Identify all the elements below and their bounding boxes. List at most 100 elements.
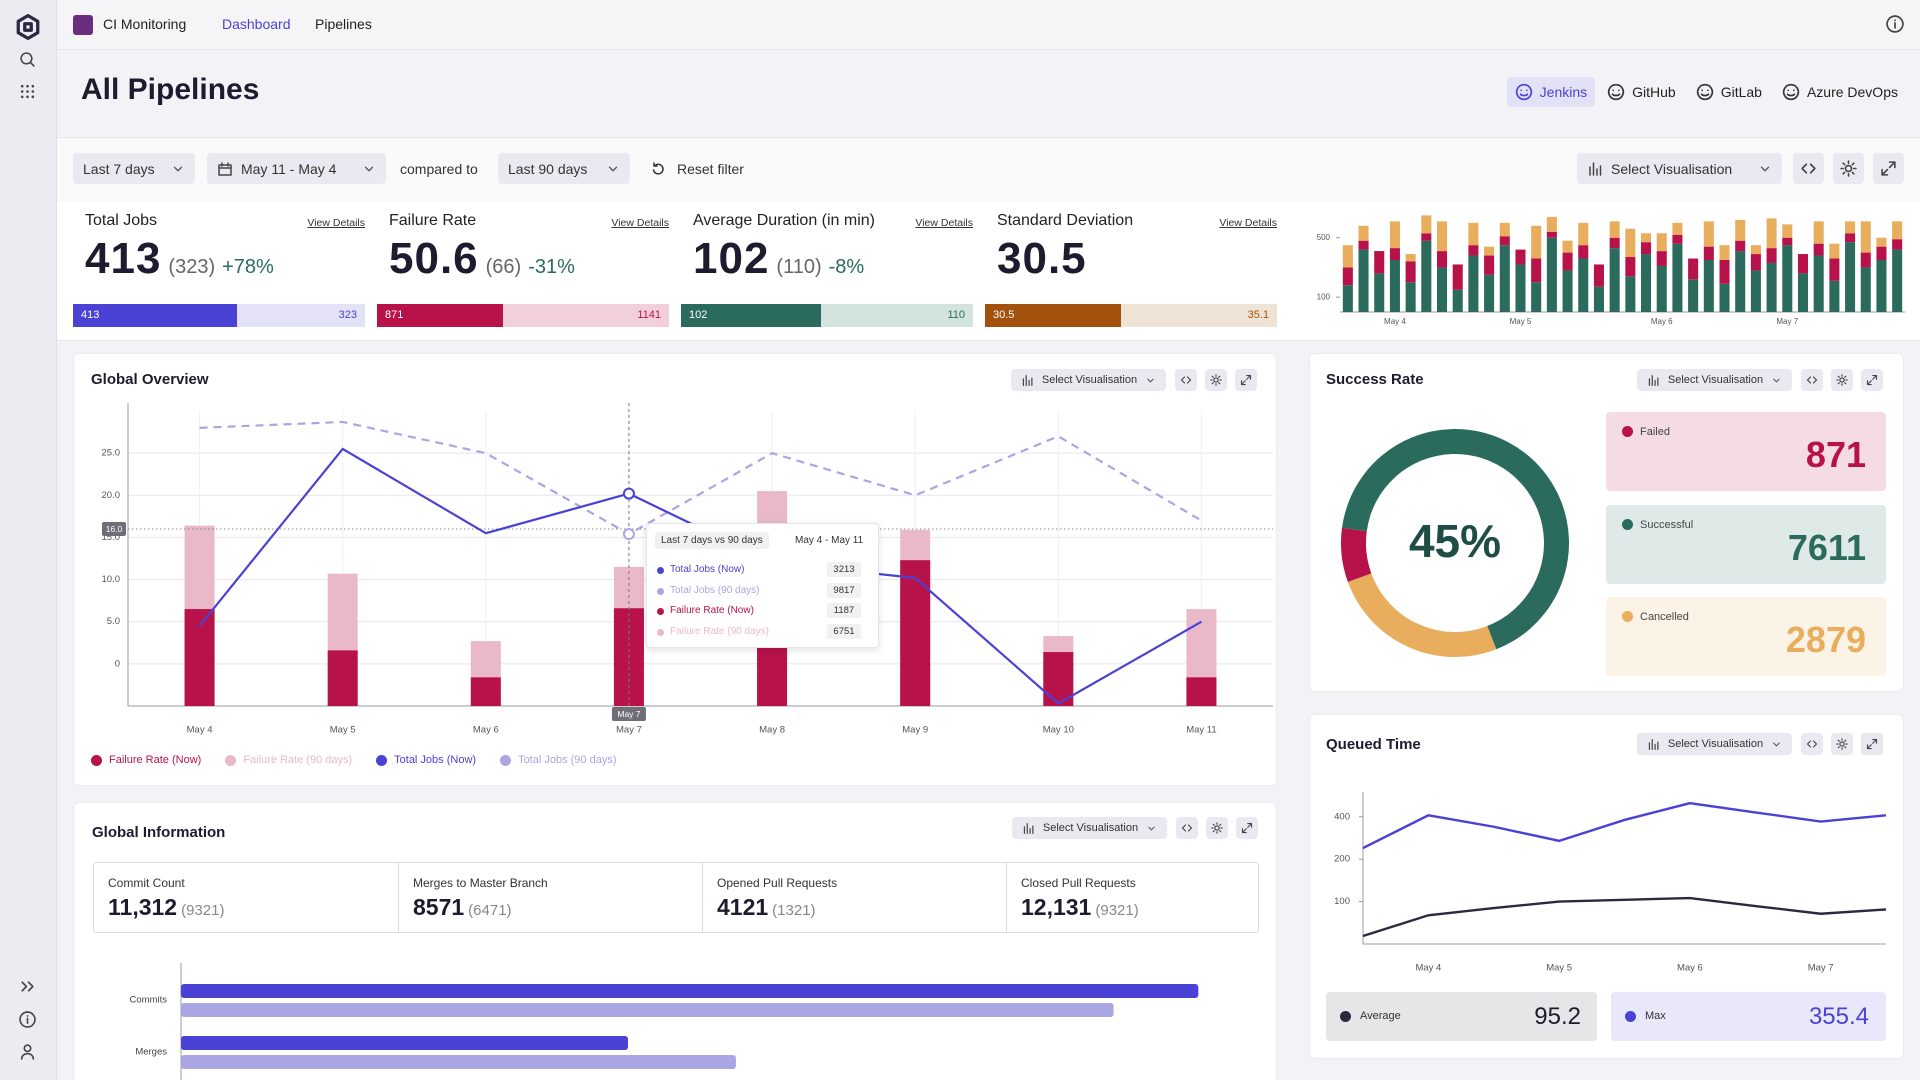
tooltip-name: Failure Rate (Now) [670,605,754,616]
kpi-link[interactable]: View Details [611,217,669,229]
bar-segment [1546,237,1557,312]
gear-button[interactable] [1831,733,1853,755]
bar-segment [1641,254,1652,312]
chevron-icon [364,166,374,171]
legend-value: 2879 [1785,619,1866,660]
visualisation-select[interactable]: Select Visualisation [1577,153,1782,184]
source-tab[interactable]: Jenkins [1506,77,1596,107]
bar-segment [1531,225,1542,259]
legend-label: Max [1645,1010,1666,1022]
bar [900,560,931,706]
icon-shape [1589,161,1602,176]
compare-select[interactable]: Last 90 days [498,153,630,184]
crosshair-x-label: May 7 [617,709,640,719]
code-button[interactable] [1801,369,1823,391]
stat-row: 4121 (1321) [717,894,816,921]
legend-item: Failure Rate (Now) [91,754,201,766]
x-tick-label: May 9 [902,725,928,736]
bar-segment [1515,249,1526,265]
kpi-link[interactable]: View Details [307,217,365,229]
icon-shape [1023,822,1034,834]
legend-swatch [1622,426,1633,437]
stat-previous: (6471) [468,902,512,919]
kpi-change: -31% [528,256,575,278]
panel: Global Information Select Visualisation Co… [73,802,1277,1080]
icon-shape [1607,83,1625,101]
gear-button[interactable] [1833,153,1864,184]
bar-segment [1703,260,1714,312]
info-icon [19,1011,36,1028]
legend-label: Failed [1640,426,1670,438]
bar-segment [1405,254,1416,262]
src-icon [1696,83,1713,101]
gear-button[interactable] [1831,369,1853,391]
bar-segment [1719,245,1730,260]
tooltip-name: Total Jobs (Now) [670,564,745,575]
gear-icon [1836,738,1848,750]
icon-shape [19,1011,36,1028]
source-tab[interactable]: GitHub [1599,77,1684,107]
bar-segment [1829,280,1840,312]
stat-cell: Merges to Master Branch 8571 (6471) [398,863,702,932]
user-icon [20,1044,35,1060]
expand-button[interactable] [1236,817,1258,839]
bar-segment [1562,240,1573,253]
kpi-link[interactable]: View Details [1219,217,1277,229]
expand-button[interactable] [1873,153,1904,184]
dropdown-label: Last 90 days [508,160,588,177]
code-button[interactable] [1793,153,1824,184]
bar-segment [1515,264,1526,312]
legend: Failure Rate (Now) Failure Rate (90 days)… [91,754,617,766]
visualisation-select[interactable]: Select Visualisation [1011,369,1166,391]
expand-button[interactable] [1861,369,1883,391]
app-name: CI Monitoring [103,16,187,32]
code-icon [1180,376,1192,384]
x-tick-label: May 7 [1808,963,1834,974]
date-select[interactable]: May 11 - May 4 [207,153,386,184]
stat-label: Opened Pull Requests [717,876,838,890]
source-tab[interactable]: Azure DevOps [1774,77,1906,107]
code-button[interactable] [1176,817,1198,839]
bar-segment [1421,240,1432,312]
icon-shape [1648,374,1659,386]
bar-segment [1578,245,1589,259]
icon-shape [21,981,34,992]
bar-segment [1405,261,1416,283]
bar-segment [1656,265,1667,312]
bar-segment [1578,258,1589,312]
icon-shape [20,84,35,99]
range-select[interactable]: Last 7 days [73,153,195,184]
source-tab[interactable]: GitLab [1688,77,1770,107]
panel-title: Global Information [92,824,226,841]
expand-icon [1866,738,1878,750]
code-button[interactable] [1175,369,1197,391]
kpi-link[interactable]: View Details [915,217,973,229]
visualisation-select[interactable]: Select Visualisation [1637,369,1792,391]
hover-marker [622,487,635,500]
visualisation-select[interactable]: Select Visualisation [1012,817,1167,839]
nav-tab[interactable]: Pipelines [315,16,372,32]
panel: 0 5.0 10.0 15.0 20.0 25.0 May 4 May 5 May 6 May 7… [73,353,1277,786]
bar-segment [1735,240,1746,252]
stat-value: 8571 [413,894,465,920]
tooltip-title: Last 7 days vs 90 days [655,532,769,549]
nav-tab[interactable]: Dashboard [222,16,291,32]
gear-button[interactable] [1205,369,1227,391]
gear-button[interactable] [1206,817,1228,839]
expand-button[interactable] [1861,733,1883,755]
x-tick-label: May 8 [759,725,785,736]
expand-button[interactable] [1235,369,1257,391]
bar-segment [1484,274,1495,312]
bar-segment [1546,216,1557,232]
icon-shape [1773,742,1780,746]
icon-shape [1241,822,1253,834]
bar-segment [1672,243,1683,312]
code-button[interactable] [1801,733,1823,755]
reset-filter[interactable]: Reset filter [677,161,744,177]
icon-shape [1760,166,1770,171]
visualisation-select[interactable]: Select Visualisation [1637,733,1792,755]
bar-segment [1813,255,1824,312]
bar-segment [1546,231,1557,238]
code-icon [1806,376,1818,384]
bar [184,609,215,706]
